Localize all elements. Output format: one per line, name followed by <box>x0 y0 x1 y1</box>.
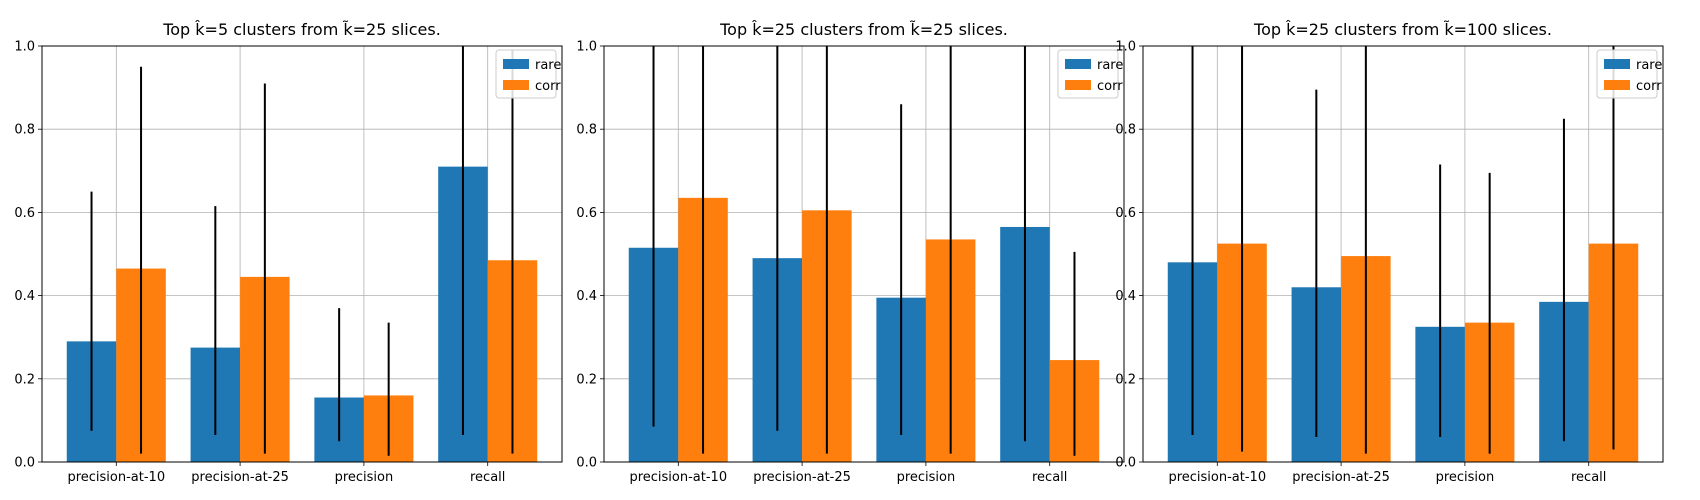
legend-swatch-rare <box>1604 59 1630 69</box>
chart-panel-3: 0.0 0.2 0.4 0.6 0.8 1.0 precision-at-10 precisi… <box>1115 20 1664 485</box>
y-tick-label: 0.6 <box>1115 206 1136 221</box>
x-tick-label: precision <box>335 470 394 485</box>
chart-title: Top k̂=5 clusters from k̃=25 slices. <box>162 20 441 39</box>
bars-group <box>628 46 1100 462</box>
chart-title: Top k̂=25 clusters from k̃=100 slices. <box>1253 20 1552 39</box>
x-tick-label: precision <box>897 470 956 485</box>
y-tick-label: 0.6 <box>14 206 35 221</box>
x-tick-label: precision-at-10 <box>629 470 727 485</box>
x-tick-label: precision-at-25 <box>191 470 289 485</box>
legend-swatch-corr <box>503 80 529 90</box>
y-tick-label: 0.4 <box>576 289 597 304</box>
legend-label-rare: rare <box>1636 58 1662 73</box>
y-tick-label: 0.2 <box>14 372 35 387</box>
x-tick-label: recall <box>1032 470 1067 485</box>
axes-frame <box>41 45 563 463</box>
y-tick-label: 0.4 <box>14 289 35 304</box>
legend-label-corr: corr <box>1097 79 1123 94</box>
y-tick-label: 0.8 <box>14 123 35 138</box>
y-tick-label: 0.0 <box>576 456 597 471</box>
chart-panel-1: 0.0 0.2 0.4 0.6 0.8 1.0 precision-at-10 precisi… <box>14 20 563 485</box>
y-tick-label: 0.6 <box>576 206 597 221</box>
legend-label-corr: corr <box>535 79 561 94</box>
bars-group <box>66 46 538 462</box>
legend-swatch-rare <box>1065 59 1091 69</box>
y-tick-label: 1.0 <box>576 40 597 55</box>
x-tick-label: recall <box>1571 470 1606 485</box>
axes-frame <box>603 45 1125 463</box>
legend-swatch-corr <box>1065 80 1091 90</box>
legend: rare corr <box>1596 49 1662 99</box>
bars-group <box>1167 46 1639 462</box>
x-tick-label: precision-at-25 <box>753 470 851 485</box>
y-tick-label: 0.2 <box>1115 372 1136 387</box>
y-tick-label: 0.0 <box>1115 456 1136 471</box>
y-tick-label: 0.8 <box>1115 123 1136 138</box>
y-tick-label: 1.0 <box>1115 40 1136 55</box>
legend: rare corr <box>1057 49 1123 99</box>
legend-label-rare: rare <box>1097 58 1123 73</box>
legend: rare corr <box>495 49 561 99</box>
x-tick-label: precision-at-10 <box>67 470 165 485</box>
x-tick-label: precision <box>1436 470 1495 485</box>
y-tick-label: 1.0 <box>14 40 35 55</box>
chart-title: Top k̂=25 clusters from k̃=25 slices. <box>719 20 1008 39</box>
x-tick-label: precision-at-25 <box>1292 470 1390 485</box>
legend-swatch-rare <box>503 59 529 69</box>
chart-panel-2: 0.0 0.2 0.4 0.6 0.8 1.0 precision-at-10 precisi… <box>576 20 1125 485</box>
x-tick-label: precision-at-10 <box>1168 470 1266 485</box>
x-tick-label: recall <box>470 470 505 485</box>
legend-label-rare: rare <box>535 58 561 73</box>
y-tick-label: 0.2 <box>576 372 597 387</box>
y-tick-label: 0.4 <box>1115 289 1136 304</box>
y-tick-label: 0.0 <box>14 456 35 471</box>
legend-label-corr: corr <box>1636 79 1662 94</box>
axes-frame <box>1142 45 1664 463</box>
legend-swatch-corr <box>1604 80 1630 90</box>
y-tick-label: 0.8 <box>576 123 597 138</box>
